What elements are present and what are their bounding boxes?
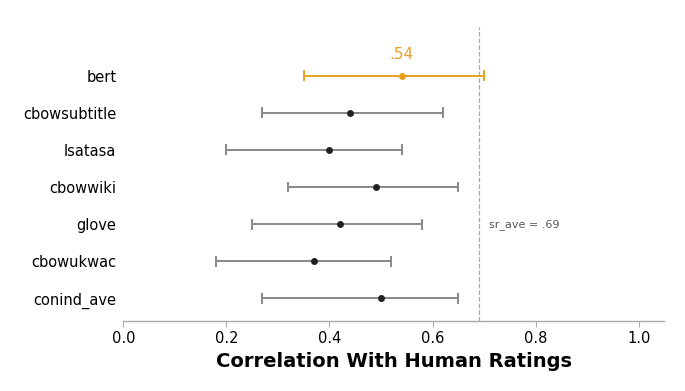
Text: sr_ave = .69: sr_ave = .69	[489, 219, 560, 230]
X-axis label: Correlation With Human Ratings: Correlation With Human Ratings	[216, 352, 572, 371]
Text: .54: .54	[390, 47, 414, 61]
